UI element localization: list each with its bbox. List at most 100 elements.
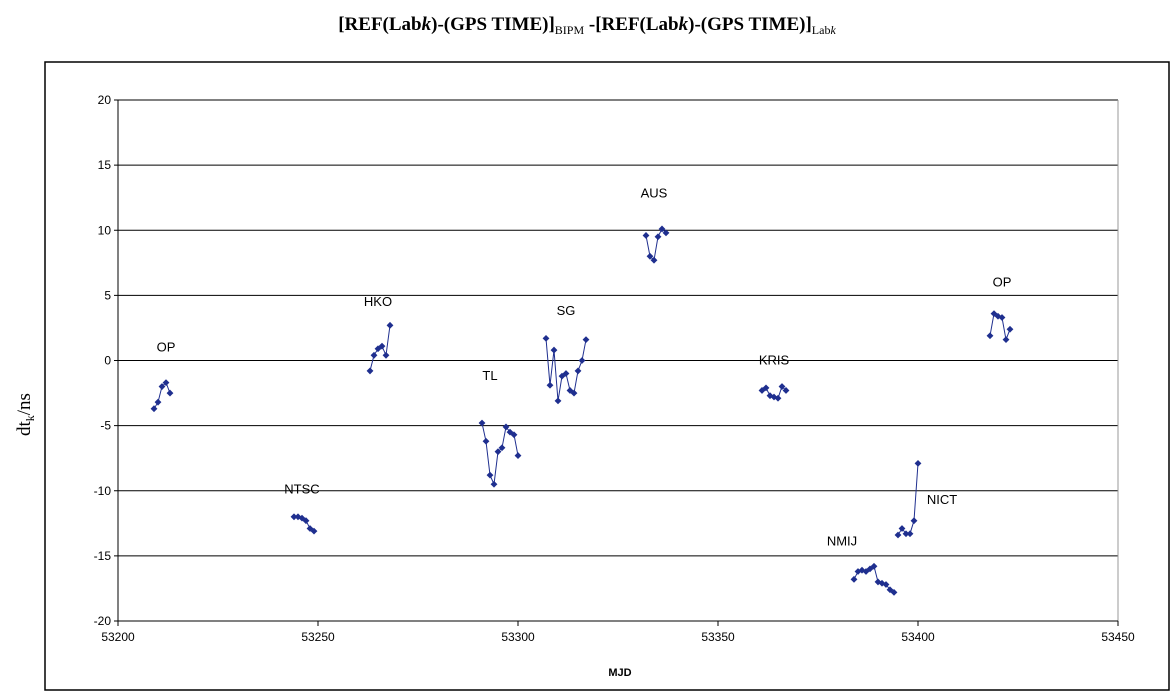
data-point: [298, 514, 306, 522]
data-point: [382, 351, 390, 359]
annotation-label: NICT: [927, 492, 957, 507]
annotation-label: SG: [557, 303, 576, 318]
y-tick-label: -10: [94, 484, 112, 498]
x-axis-label: MJD: [608, 667, 631, 679]
data-point: [558, 372, 566, 380]
title-part: )-(GPS TIME)]: [688, 14, 812, 35]
data-point: [998, 314, 1006, 321]
annotation-label: NTSC: [284, 481, 319, 496]
x-tick-label: 53200: [101, 630, 135, 644]
y-tick-label: -15: [94, 549, 112, 563]
y-tick-label: 10: [98, 223, 112, 237]
data-point: [482, 437, 490, 445]
data-point: [562, 370, 570, 377]
data-point: [654, 233, 662, 241]
annotation-label: NMIJ: [827, 533, 857, 548]
data-point: [498, 444, 506, 452]
data-point: [870, 562, 878, 570]
data-point: [570, 389, 578, 397]
data-point: [158, 383, 166, 390]
data-point: [646, 252, 654, 260]
data-point: [490, 480, 498, 488]
y-tick-label: -5: [100, 419, 111, 433]
title-part: )-(GPS TIME)]: [431, 14, 555, 35]
data-point: [782, 387, 790, 394]
data-point: [290, 513, 298, 521]
data-point: [366, 367, 374, 375]
tick-labels: -20 -15 -10 -5 0 5 10 15 20 53200 53250 53300 53350 5…: [94, 93, 1135, 644]
data-point: [986, 332, 994, 340]
y-tick-label: 5: [104, 288, 111, 302]
data-point: [370, 351, 378, 359]
data-point: [554, 397, 562, 405]
annotations: OP NTSC HKO TL SG AUS KRIS NMIJ NICT OP: [157, 186, 1012, 549]
title-part: k: [421, 14, 432, 35]
data-point: [510, 431, 518, 439]
grid-lines: [118, 99, 1118, 557]
data-point: [894, 531, 902, 539]
x-tick-label: 53350: [701, 630, 735, 644]
data-point: [386, 321, 394, 329]
data-point: [154, 398, 162, 406]
data-point: [310, 527, 318, 535]
y-tick-label: -20: [94, 614, 112, 628]
data-point: [890, 588, 898, 596]
annotation-label: AUS: [641, 186, 668, 201]
data-point: [486, 471, 494, 479]
annotation-label: OP: [993, 274, 1012, 289]
data-point: [302, 517, 310, 525]
data-point: [662, 229, 670, 237]
annotation-label: TL: [482, 368, 497, 383]
x-tick-label: 53450: [1101, 630, 1135, 644]
data-point: [778, 383, 786, 390]
data-point: [914, 459, 922, 467]
title-part: [REF(Lab: [338, 14, 422, 35]
axes: [114, 99, 1119, 626]
annotation-label: HKO: [364, 294, 392, 309]
data-point: [906, 530, 914, 538]
x-tick-label: 53400: [901, 630, 935, 644]
data-point: [378, 342, 386, 350]
title-subscript: Labk: [811, 23, 836, 37]
y-tick-label: 0: [104, 354, 111, 368]
data-point: [542, 334, 550, 342]
data-point: [150, 405, 158, 413]
annotation-label: KRIS: [759, 352, 790, 367]
data-point: [898, 525, 906, 532]
y-tick-label: 15: [98, 158, 112, 172]
data-point: [1002, 336, 1010, 344]
data-point: [494, 448, 502, 456]
data-point: [658, 225, 666, 233]
data-point: [574, 367, 582, 375]
data-point: [650, 256, 658, 264]
data-point: [1006, 325, 1014, 333]
data-point: [294, 513, 302, 521]
x-tick-label: 53250: [301, 630, 335, 644]
data-point: [550, 346, 558, 354]
chart-title: [REF(Labk)-(GPS TIME)]BIPM -[REF(Labk)-(…: [0, 14, 1174, 38]
data-point: [578, 357, 586, 364]
data-point: [514, 452, 522, 459]
data-point: [902, 530, 910, 538]
annotation-label: OP: [157, 339, 176, 354]
data-point: [582, 336, 590, 344]
data-point: [910, 517, 918, 525]
title-part: k: [678, 14, 689, 35]
data-point: [162, 379, 170, 387]
data-point: [546, 381, 554, 389]
data-point: [882, 581, 890, 588]
data-point: [762, 384, 770, 392]
data-point: [774, 394, 782, 402]
data-point: [502, 423, 510, 431]
data-point: [642, 232, 650, 239]
title-part: -[REF(Lab: [584, 14, 679, 35]
title-subscript: BIPM: [554, 23, 585, 37]
x-tick-label: 53300: [501, 630, 535, 644]
data-point: [850, 575, 858, 583]
y-tick-label: 20: [98, 93, 112, 107]
data-point: [166, 389, 174, 397]
series-group: [150, 225, 1014, 596]
data-point: [478, 419, 486, 427]
chart-frame: [44, 61, 1170, 691]
